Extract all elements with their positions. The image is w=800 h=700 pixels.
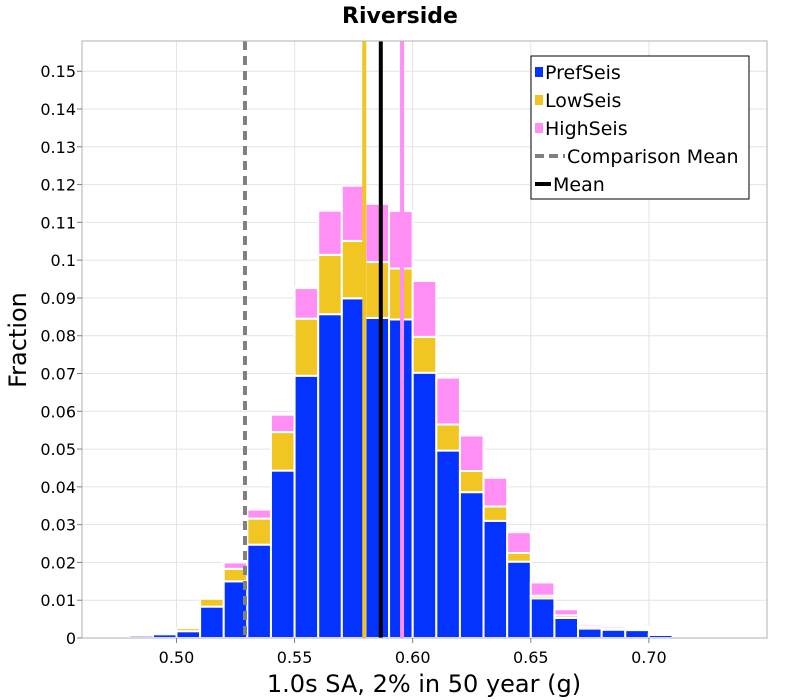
x-tick-label: 0.70: [631, 648, 667, 667]
legend-label-highseis: HighSeis: [545, 118, 628, 140]
bar-prefseis-7: [269, 469, 296, 639]
legend-label-lowseis: LowSeis: [545, 90, 621, 112]
bar-prefseis-9: [317, 313, 343, 639]
bar-highseis-17: [506, 531, 532, 554]
y-tick-label: 0.01: [40, 591, 76, 610]
bar-lowseis-8: [293, 317, 320, 377]
x-tick-label: 0.50: [159, 648, 195, 667]
y-tick-label: 0: [66, 629, 76, 648]
y-tick-label: 0.08: [40, 327, 76, 346]
x-tick-label: 0.55: [277, 648, 313, 667]
y-tick-label: 0.07: [40, 365, 76, 384]
bar-highseis-11: [364, 202, 391, 264]
x-axis: 0.50 0.55 0.60 0.65 0.70: [159, 638, 667, 667]
bar-prefseis-8: [293, 374, 320, 639]
x-tick-label: 0.65: [513, 648, 549, 667]
bar-lowseis-4: [199, 597, 225, 608]
bar-prefseis-3: [175, 630, 202, 639]
x-tick-label: 0.60: [395, 648, 431, 667]
legend-label-comparison-mean: Comparison Mean: [567, 146, 739, 168]
bar-prefseis-16: [482, 519, 509, 639]
bar-highseis-18: [529, 581, 556, 597]
y-tick-label: 0.14: [40, 100, 76, 119]
vertical-lines: [242, 41, 405, 638]
bar-lowseis-7: [269, 431, 296, 472]
x-axis-label: 1.0s SA, 2% in 50 year (g): [267, 670, 581, 698]
bar-lowseis-14: [435, 423, 461, 452]
bar-highseis-8: [293, 287, 320, 320]
bar-highseis-22: [624, 626, 650, 630]
bar-lowseis-11: [364, 261, 391, 319]
bar-lowseis-3: [175, 627, 202, 633]
y-tick-label: 0.03: [40, 516, 76, 535]
y-tick-label: 0.15: [40, 62, 76, 81]
bar-prefseis-22: [624, 629, 650, 639]
bar-prefseis-17: [506, 560, 532, 639]
y-tick-label: 0.12: [40, 176, 76, 195]
bar-prefseis-18: [529, 597, 556, 639]
legend-label-prefseis: PrefSeis: [545, 62, 621, 84]
bar-lowseis-15: [458, 469, 485, 494]
bar-lowseis-13: [411, 335, 438, 374]
y-tick-label: 0.02: [40, 553, 76, 572]
bar-highseis-13: [411, 279, 438, 338]
bar-prefseis-21: [600, 628, 627, 639]
bar-highseis-9: [317, 209, 343, 256]
bar-prefseis-15: [458, 491, 485, 639]
bar-highseis-7: [269, 413, 296, 434]
y-axis: 0 0.01 0.02 0.03 0.04 0.05 0.06 0.07 0.08 0.09 0.1…: [40, 62, 82, 648]
bar-prefseis-14: [435, 449, 461, 639]
bar-lowseis-16: [482, 505, 509, 522]
bar-highseis-15: [458, 434, 485, 472]
legend-label-mean: Mean: [553, 174, 605, 196]
bar-lowseis-9: [317, 253, 343, 316]
bar-lowseis-10: [340, 239, 367, 300]
legend-box: [530, 55, 750, 200]
bar-highseis-19: [553, 608, 580, 617]
y-tick-label: 0.06: [40, 402, 76, 421]
bar-prefseis-10: [340, 297, 367, 639]
y-tick-label: 0.11: [40, 213, 76, 232]
bar-prefseis-19: [553, 616, 580, 640]
y-tick-label: 0.1: [51, 251, 76, 270]
bar-prefseis-13: [411, 371, 438, 639]
bar-highseis-10: [340, 184, 367, 242]
y-tick-label: 0.13: [40, 138, 76, 157]
bar-prefseis-20: [577, 627, 603, 639]
legend: PrefSeis LowSeis HighSeis Comparison Mean Me…: [530, 55, 750, 200]
bar-highseis-23: [647, 632, 674, 636]
bar-lowseis-6: [246, 517, 272, 546]
bar-highseis-4: [199, 596, 225, 600]
y-axis-label: Fraction: [4, 292, 32, 388]
legend-swatch-lowseis: [535, 95, 543, 105]
plot-frame: [81, 40, 768, 639]
bar-highseis-21: [600, 625, 627, 630]
bar-prefseis-4: [199, 605, 225, 640]
legend-swatch-highseis: [535, 123, 543, 133]
bar-highseis-16: [482, 476, 509, 508]
bar-lowseis-17: [506, 551, 532, 563]
bar-highseis-20: [577, 623, 603, 628]
bar-prefseis-6: [246, 543, 272, 639]
legend-swatch-prefseis: [535, 67, 543, 77]
y-tick-label: 0.05: [40, 440, 76, 459]
chart-title: Riverside: [342, 4, 458, 29]
y-tick-label: 0.04: [40, 478, 76, 497]
bar-highseis-14: [435, 376, 461, 426]
bar-prefseis-11: [364, 316, 391, 639]
y-tick-label: 0.09: [40, 289, 76, 308]
bars: [104, 184, 698, 640]
bar-highseis-6: [246, 508, 272, 520]
